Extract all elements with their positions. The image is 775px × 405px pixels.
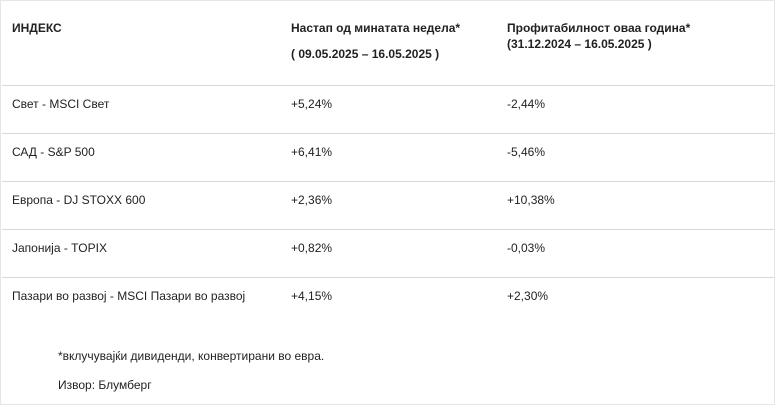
table-row: Свет - MSCI Свет +5,24% -2,44%: [2, 85, 774, 134]
cell-weekly: +6,41%: [279, 133, 500, 182]
cell-ytd: +2,30%: [507, 288, 549, 303]
cell-ytd: -2,44%: [500, 85, 774, 134]
header-weekly-label: Настап од минатата недела*: [291, 21, 461, 35]
table-row: САД - S&P 500 +6,41% -5,46%: [2, 133, 774, 182]
table-row: Европа - DJ STOXX 600 +2,36% +10,38%: [2, 181, 774, 230]
cell-ytd: -5,46%: [500, 133, 774, 182]
cell-index-name: Пазари во развој - MSCI Пазари во развој: [12, 288, 246, 303]
cell-ytd: +10,38%: [500, 181, 774, 230]
table-row: Јапонија - TOPIX +0,82% -0,03%: [2, 229, 774, 278]
header-weekly-range: ( 09.05.2025 – 16.05.2025 ): [291, 47, 440, 61]
header-ytd-label: Профитабилност оваа година*: [507, 21, 691, 35]
table-row: Пазари во развој - MSCI Пазари во развој…: [2, 277, 774, 333]
cell-weekly: +2,36%: [279, 181, 500, 230]
cell-weekly: +4,15%: [291, 288, 333, 303]
header-index-label: ИНДЕКС: [12, 21, 62, 35]
cell-ytd: -0,03%: [500, 229, 774, 278]
index-performance-table: ИНДЕКС Настап од минатата недела* ( 09.0…: [2, 8, 774, 333]
footnote: *вклучувајќи дивиденди, конвертирани во …: [58, 349, 325, 363]
cell-weekly: +0,82%: [279, 229, 500, 278]
header-weekly: Настап од минатата недела* ( 09.05.2025 …: [279, 8, 500, 86]
cell-index-name: Свет - MSCI Свет: [2, 85, 279, 134]
source-note: Извор: Блумберг: [58, 378, 152, 392]
cell-index-name: САД - S&P 500: [2, 133, 279, 182]
cell-index-name: Јапонија - TOPIX: [2, 229, 279, 278]
header-index: ИНДЕКС: [2, 8, 279, 86]
header-ytd: Профитабилност оваа година* (31.12.2024 …: [500, 8, 774, 86]
table-notes: *вклучувајќи дивиденди, конвертирани во …: [58, 348, 324, 393]
cell-index-name: Европа - DJ STOXX 600: [2, 181, 279, 230]
header-ytd-range: (31.12.2024 – 16.05.2025 ): [507, 37, 652, 51]
cell-weekly: +5,24%: [279, 85, 500, 134]
table-header-row: ИНДЕКС Настап од минатата недела* ( 09.0…: [2, 8, 774, 86]
